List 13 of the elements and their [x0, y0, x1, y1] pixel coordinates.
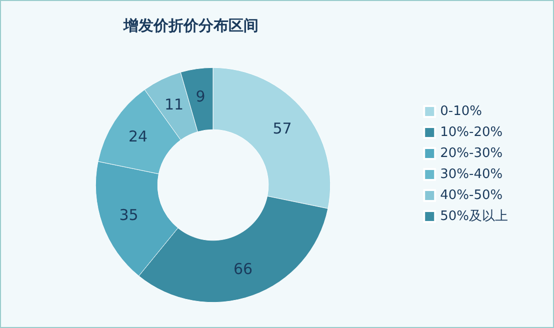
data-label: 24 [128, 127, 148, 146]
data-label: 35 [119, 206, 138, 224]
legend-label: 50%及以上 [440, 209, 508, 224]
legend-label: 0-10% [440, 104, 482, 119]
data-label: 66 [233, 260, 253, 278]
data-label: 11 [164, 96, 184, 114]
chart-title: 增发价折价分布区间 [122, 16, 258, 34]
data-label: 9 [196, 87, 206, 106]
data-label: 57 [272, 119, 292, 138]
legend-label: 20%-30% [440, 146, 503, 161]
legend-label: 10%-20% [440, 125, 503, 140]
legend-label: 40%-50% [440, 188, 503, 203]
legend-label: 30%-40% [440, 167, 503, 182]
